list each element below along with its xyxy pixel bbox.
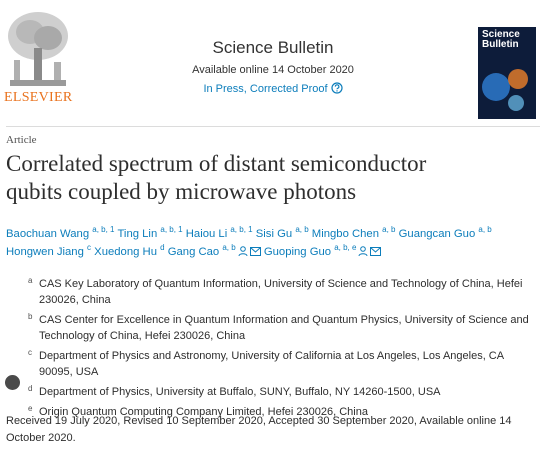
mail-icon[interactable] — [249, 247, 261, 256]
affiliation-text: CAS Center for Excellence in Quantum Inf… — [39, 314, 529, 342]
author-affiliation-marks: a, b — [222, 243, 236, 253]
author: Hongwen Jiang c — [6, 243, 92, 258]
author: Xuedong Hu d — [94, 243, 165, 258]
article-type: Article — [6, 134, 37, 146]
author-list: Baochuan Wang a, b, 1 Ting Lin a, b, 1 H… — [6, 225, 534, 261]
affiliation: e Origin Quantum Computing Company Limite… — [28, 404, 538, 420]
author: Baochuan Wang a, b, 1 — [6, 225, 115, 240]
author-affiliation-marks: a, b — [382, 225, 396, 235]
publisher-logo — [8, 12, 68, 86]
article-title: Correlated spectrum of distant semicondu… — [6, 151, 427, 204]
author: Ting Lin a, b, 1 — [117, 225, 183, 240]
author-affiliation-marks: d — [160, 243, 165, 253]
affiliation-text: Origin Quantum Computing Company Limited… — [39, 406, 368, 418]
author-name[interactable]: Mingbo Chen — [311, 228, 379, 240]
author-name[interactable]: Gang Cao — [167, 246, 220, 258]
journal-title[interactable]: Science Bulletin — [212, 38, 334, 57]
author-name[interactable]: Guoping Guo — [263, 246, 332, 258]
author-affiliation-marks: a, b, e — [334, 243, 357, 253]
affiliation: a CAS Key Laboratory of Quantum Informati… — [28, 276, 538, 308]
author-name[interactable]: Sisi Gu — [255, 228, 293, 240]
author-affiliation-marks: a, b, 1 — [160, 225, 183, 235]
affiliation-label: e — [28, 404, 33, 413]
author-name[interactable]: Ting Lin — [117, 228, 158, 240]
floating-button[interactable] — [5, 375, 20, 390]
author-name[interactable]: Haiou Li — [185, 228, 228, 240]
affiliation-text: Department of Physics and Astronomy, Uni… — [39, 350, 504, 378]
help-icon[interactable] — [330, 82, 343, 94]
cover-art — [482, 69, 528, 111]
author-affiliation-marks: a, b, 1 — [92, 225, 115, 235]
affiliation: d Department of Physics, University at Bu… — [28, 384, 538, 400]
journal-cover[interactable]: Science Bulletin — [478, 27, 536, 119]
mail-icon[interactable] — [370, 247, 382, 256]
availability: Available online 14 October 2020 — [192, 64, 354, 76]
affiliation-label: c — [28, 348, 32, 357]
author-affiliation-marks: c — [87, 243, 92, 253]
author-name[interactable]: Baochuan Wang — [6, 228, 90, 240]
author-name[interactable]: Guangcan Guo — [398, 228, 476, 240]
divider — [6, 126, 540, 127]
author-name[interactable]: Xuedong Hu — [94, 246, 157, 258]
affiliation-label: b — [28, 312, 33, 321]
author-affiliation-marks: a, b — [478, 225, 492, 235]
status-line: In Press, Corrected Proof — [0, 82, 546, 95]
author: Sisi Gu a, b — [255, 225, 309, 240]
author: Guangcan Guo a, b — [398, 225, 492, 240]
person-icon[interactable] — [358, 246, 368, 257]
author: Gang Cao a, b — [167, 243, 261, 258]
affiliation: b CAS Center for Excellence in Quantum In… — [28, 312, 538, 344]
person-icon[interactable] — [238, 246, 248, 257]
author: Haiou Li a, b, 1 — [185, 225, 253, 240]
article-history: Received 19 July 2020, Revised 10 Septem… — [6, 415, 512, 444]
affiliation-label: d — [28, 384, 33, 393]
affiliation: c Department of Physics and Astronomy, Un… — [28, 348, 538, 380]
author: Guoping Guo a, b, e — [263, 243, 382, 258]
author-affiliation-marks: a, b, 1 — [230, 225, 253, 235]
author-name[interactable]: Hongwen Jiang — [6, 246, 84, 258]
status[interactable]: In Press, Corrected Proof — [203, 83, 328, 95]
affiliation-label: a — [28, 276, 33, 285]
affiliation-list: a CAS Key Laboratory of Quantum Informati… — [28, 276, 538, 424]
publisher-name: ELSEVIER — [4, 90, 73, 105]
author-affiliation-marks: a, b — [295, 225, 309, 235]
author: Mingbo Chen a, b — [311, 225, 396, 240]
affiliation-text: Department of Physics, University at Buf… — [39, 386, 441, 398]
affiliation-text: CAS Key Laboratory of Quantum Informatio… — [39, 278, 523, 306]
cover-title: Science Bulletin — [482, 29, 520, 50]
